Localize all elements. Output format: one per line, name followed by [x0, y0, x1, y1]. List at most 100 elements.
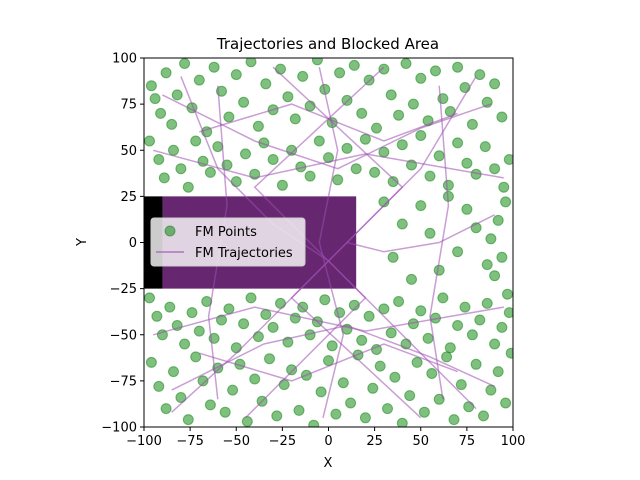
- fm-point: [500, 196, 512, 208]
- fm-point: [238, 96, 250, 108]
- x-tick-label: −50: [223, 434, 250, 449]
- fm-point: [463, 401, 475, 413]
- fm-point: [489, 163, 501, 175]
- fm-point: [492, 214, 504, 226]
- x-tick-label: 25: [366, 434, 383, 449]
- fm-point: [267, 154, 279, 165]
- fm-point: [204, 166, 216, 178]
- fm-point: [433, 264, 445, 276]
- fm-point: [276, 179, 288, 191]
- fm-point: [452, 246, 464, 258]
- fm-point: [166, 118, 178, 130]
- legend-label-fm-trajectories: FM Trajectories: [195, 246, 293, 261]
- x-tick-label: 75: [459, 434, 476, 449]
- fm-point: [289, 113, 301, 125]
- fm-point: [155, 107, 167, 119]
- fm-point: [422, 332, 434, 344]
- fm-point: [448, 414, 460, 426]
- fm-point: [359, 412, 371, 424]
- fm-point: [212, 141, 224, 153]
- y-tick-label: 50: [120, 144, 137, 159]
- fm-point: [500, 397, 512, 409]
- fm-point: [230, 69, 242, 81]
- fm-point: [297, 70, 309, 82]
- y-tick-label: 25: [120, 190, 137, 205]
- fm-point: [442, 179, 454, 191]
- y-axis-label: Y: [75, 238, 90, 247]
- fm-point: [415, 130, 427, 141]
- fm-point: [245, 58, 257, 68]
- fm-point: [407, 98, 419, 110]
- fm-point: [503, 307, 513, 319]
- fm-point: [348, 299, 360, 311]
- fm-point: [190, 351, 202, 363]
- fm-point: [190, 135, 202, 147]
- fm-point: [474, 314, 486, 326]
- fm-point: [503, 154, 513, 165]
- x-axis: −100 −75 −50 −25 0 25 50 75 100: [126, 427, 525, 449]
- fm-trajectory: [272, 66, 422, 419]
- fm-point: [387, 176, 399, 188]
- fm-trajectory: [162, 94, 492, 170]
- fm-point: [481, 297, 493, 309]
- fm-trajectory: [199, 103, 458, 142]
- fm-point: [264, 353, 275, 365]
- legend-marker-fm-points: [164, 225, 176, 237]
- fm-point: [492, 366, 504, 378]
- fm-point: [223, 111, 235, 123]
- fm-point: [330, 408, 342, 420]
- fm-point: [337, 377, 349, 389]
- fm-point: [387, 251, 399, 263]
- y-tick-label: −100: [101, 421, 137, 436]
- fm-point: [326, 340, 338, 352]
- fm-point: [267, 321, 279, 333]
- x-tick-label: −25: [269, 434, 296, 449]
- fm-trajectory: [153, 306, 504, 336]
- fm-point: [411, 356, 423, 368]
- fm-point: [341, 142, 353, 154]
- fm-point: [175, 392, 187, 403]
- fm-point: [455, 379, 467, 391]
- fm-point: [396, 139, 408, 151]
- fm-point: [286, 364, 298, 376]
- fm-point: [371, 122, 382, 134]
- fm-point: [393, 109, 405, 121]
- x-tick-label: 100: [501, 434, 526, 449]
- fm-point: [275, 63, 286, 75]
- legend-label-fm-points: FM Points: [195, 225, 257, 240]
- fm-point: [400, 58, 412, 69]
- fm-point: [311, 58, 323, 66]
- fm-point: [378, 196, 390, 208]
- fm-point: [144, 292, 155, 304]
- fm-trajectory: [153, 149, 504, 179]
- fm-point: [496, 111, 508, 123]
- fm-point: [356, 334, 368, 346]
- fm-point: [433, 393, 445, 405]
- fm-trajectory: [346, 214, 495, 253]
- fm-point: [479, 141, 491, 153]
- chart-title: Trajectories and Blocked Area: [216, 35, 439, 53]
- fm-point: [433, 150, 445, 162]
- fm-point: [168, 144, 179, 156]
- fm-point: [489, 78, 501, 90]
- fm-point: [466, 118, 478, 130]
- fm-point: [378, 63, 390, 75]
- fm-trajectory: [429, 85, 450, 400]
- fm-point: [160, 403, 172, 415]
- fm-point: [444, 342, 456, 354]
- fm-point: [461, 203, 473, 215]
- fm-point: [193, 325, 205, 337]
- y-tick-label: 75: [120, 98, 137, 113]
- fm-points-series: [144, 58, 513, 427]
- x-tick-label: 0: [324, 434, 332, 449]
- fm-point: [424, 227, 436, 239]
- fm-point: [334, 67, 346, 79]
- fm-point: [505, 347, 513, 359]
- fm-point: [374, 360, 386, 372]
- fm-point: [171, 89, 183, 101]
- fm-point: [278, 379, 290, 391]
- fm-point: [424, 170, 436, 182]
- fm-point: [240, 148, 251, 160]
- x-tick-label: −75: [176, 434, 203, 449]
- fm-point: [426, 368, 438, 379]
